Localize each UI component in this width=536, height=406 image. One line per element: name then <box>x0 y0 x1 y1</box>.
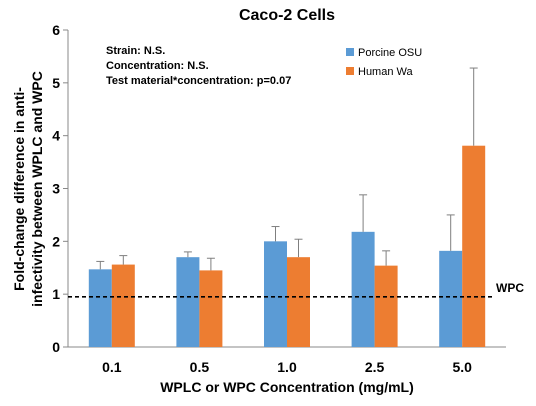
y-tick-label: 0 <box>52 339 60 355</box>
annotations: Strain: N.S. Concentration: N.S. Test ma… <box>106 45 291 87</box>
bar-porcine <box>264 241 287 347</box>
bar-porcine <box>439 250 463 347</box>
bar-human <box>199 270 223 347</box>
y-tick-label: 4 <box>52 128 60 144</box>
x-tick-label: 0.5 <box>190 359 210 375</box>
x-tick-label: 1.0 <box>277 359 297 375</box>
bar-human <box>287 257 310 347</box>
x-tick-label: 2.5 <box>365 359 385 375</box>
bar-porcine <box>88 269 112 347</box>
legend-label-human: Human Wa <box>358 66 413 78</box>
annotation-concentration: Concentration: N.S. <box>106 60 209 72</box>
chart-title: Caco-2 Cells <box>239 7 335 24</box>
bar-human <box>462 145 486 347</box>
x-tick-label: 0.1 <box>102 359 122 375</box>
legend: Porcine OSU Human Wa <box>346 47 422 78</box>
legend-label-porcine: Porcine OSU <box>358 47 422 59</box>
y-axis-label-line-2: infectivity between WPLC and WPC <box>29 71 45 307</box>
y-tick-label: 1 <box>52 286 60 302</box>
annotation-interaction: Test material*concentration: p=0.07 <box>106 75 291 87</box>
annotation-strain: Strain: N.S. <box>106 45 165 57</box>
y-tick-label: 2 <box>52 233 60 249</box>
bar-porcine <box>351 231 375 347</box>
bar-porcine <box>176 257 200 347</box>
plot-area: 0 1 2 3 4 5 6 0.1 0.5 1.0 2.5 5.0 WPC <box>52 22 524 375</box>
bar-human <box>111 264 135 347</box>
x-tick-label: 5.0 <box>452 359 472 375</box>
y-tick-label: 6 <box>52 22 60 38</box>
legend-swatch-porcine <box>346 48 354 56</box>
y-axis-label-line-1: Fold-change difference in anti- <box>11 87 27 291</box>
x-axis-label: WPLC or WPC Concentration (mg/mL) <box>160 379 414 395</box>
y-tick-label: 5 <box>52 75 60 91</box>
bar-human <box>374 265 398 347</box>
y-axis-label: Fold-change difference in anti- infectiv… <box>11 71 45 307</box>
legend-swatch-human <box>346 67 354 75</box>
reference-line-label: WPC <box>496 281 524 295</box>
y-tick-label: 3 <box>52 181 60 197</box>
